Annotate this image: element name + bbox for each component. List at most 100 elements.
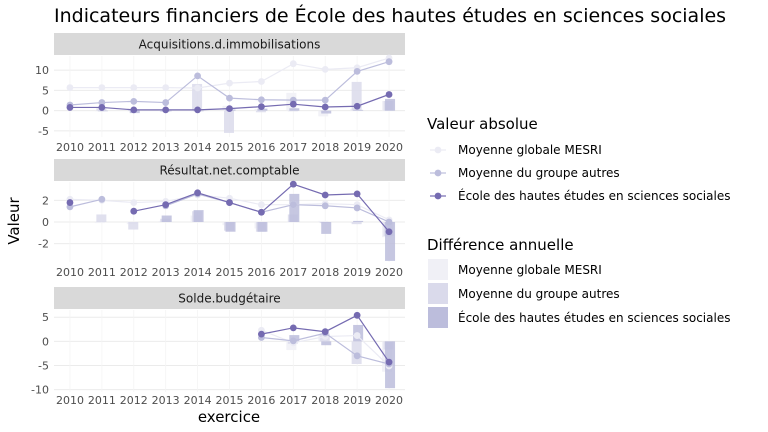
bar <box>192 83 203 111</box>
bar <box>286 341 297 351</box>
data-point <box>130 207 138 215</box>
y-tick-label: 5 <box>42 84 49 97</box>
legend-line-item: Moyenne du groupe autres <box>430 166 620 180</box>
legend-bar-item: École des hautes études en sciences soci… <box>428 307 730 328</box>
x-tick-label: 2013 <box>152 266 180 279</box>
x-tick-label: 2014 <box>184 394 212 407</box>
bar <box>128 222 139 230</box>
data-point <box>130 84 138 91</box>
legend-bar-item: Moyenne du groupe autres <box>428 283 620 304</box>
data-point <box>194 72 201 80</box>
legend-label: Moyenne du groupe autres <box>458 287 620 301</box>
y-tick-label: -10 <box>31 384 49 397</box>
data-point <box>353 67 361 75</box>
data-point <box>130 199 138 206</box>
y-tick-label: 5 <box>42 311 49 324</box>
data-point <box>162 99 170 106</box>
facet-strip-label: Solde.budgétaire <box>178 292 280 306</box>
y-tick-label: -2 <box>38 238 49 251</box>
legend-bar-swatch <box>428 307 448 328</box>
legend-label: Moyenne globale MESRI <box>458 143 602 157</box>
bar <box>255 110 266 113</box>
bar <box>289 108 300 111</box>
legend: Valeur absolue Différence annuelle Moyen… <box>427 115 730 328</box>
x-tick-label: 2010 <box>56 266 84 279</box>
bar <box>353 109 364 111</box>
x-tick-label: 2017 <box>279 394 307 407</box>
data-point <box>194 106 201 114</box>
legend-label: Moyenne du groupe autres <box>458 166 620 180</box>
data-point <box>353 332 361 339</box>
x-tick-label: 2019 <box>343 141 371 154</box>
x-tick-label: 2011 <box>88 141 116 154</box>
x-tick-label: 2010 <box>56 394 84 407</box>
data-point <box>385 218 393 226</box>
x-tick-label: 2017 <box>279 266 307 279</box>
y-tick-label: -5 <box>38 125 49 138</box>
data-point <box>130 106 138 114</box>
data-point <box>321 328 329 336</box>
facet-strip <box>54 287 405 309</box>
x-tick-label: 2012 <box>120 394 148 407</box>
bar <box>318 220 329 222</box>
bar <box>351 222 362 225</box>
data-point <box>385 58 393 66</box>
series-line <box>69 198 103 208</box>
bar <box>96 214 107 222</box>
bar <box>385 222 396 261</box>
y-axis-label: Valeur <box>5 196 23 244</box>
x-axis-label: exercice <box>198 408 260 426</box>
x-tick-label: 2011 <box>88 266 116 279</box>
data-point <box>162 106 170 114</box>
x-tick-label: 2020 <box>375 394 403 407</box>
data-point <box>162 201 170 209</box>
x-tick-label: 2017 <box>279 141 307 154</box>
legend-line-item: École des hautes études en sciences soci… <box>430 188 730 203</box>
legend-label: Moyenne globale MESRI <box>458 263 602 277</box>
x-tick-label: 2015 <box>216 141 244 154</box>
data-point <box>258 103 265 111</box>
facet-panel: Solde.budgétaire -10 -5 0 5 2010 2011 2012 2013 2… <box>31 287 405 407</box>
y-tick-label: 2 <box>42 194 49 207</box>
data-point <box>258 201 265 209</box>
x-tick-label: 2016 <box>247 266 275 279</box>
data-point <box>353 204 361 212</box>
data-point <box>194 189 201 197</box>
x-tick-label: 2013 <box>152 394 180 407</box>
data-point <box>226 79 233 87</box>
data-point <box>385 358 393 366</box>
data-point <box>289 201 297 209</box>
bar <box>351 81 362 111</box>
legend-point-swatch <box>434 192 442 200</box>
legend-line-entries: Moyenne globale MESRI Moyenne du groupe a… <box>430 143 730 203</box>
chart-title: Indicateurs financiers de École des haut… <box>54 4 726 27</box>
x-tick-label: 2013 <box>152 141 180 154</box>
legend-label: École des hautes études en sciences soci… <box>458 188 730 203</box>
data-point <box>194 84 201 92</box>
x-tick-label: 2018 <box>311 394 339 407</box>
series-line <box>165 193 390 223</box>
facet-strip-label: Acquisitions.d.immobilisations <box>139 38 321 52</box>
y-tick-label: 0 <box>42 216 49 229</box>
data-point <box>321 103 329 111</box>
legend-bar-swatch <box>428 259 448 280</box>
x-tick-label: 2016 <box>247 141 275 154</box>
data-point <box>98 104 106 111</box>
data-point <box>226 94 233 102</box>
x-tick-label: 2020 <box>375 266 403 279</box>
x-tick-label: 2018 <box>311 141 339 154</box>
data-point <box>66 84 74 91</box>
legend-bar-item: Moyenne globale MESRI <box>428 259 602 280</box>
data-point <box>162 84 170 91</box>
bar <box>321 341 332 346</box>
data-point <box>98 84 106 91</box>
data-point <box>385 228 393 236</box>
facet-strip <box>54 33 405 55</box>
legend-title-lines: Valeur absolue <box>427 115 538 133</box>
bar <box>224 110 234 133</box>
data-point <box>98 195 106 203</box>
data-point <box>289 180 297 188</box>
y-tick-label: -5 <box>38 359 49 372</box>
legend-bar-swatch <box>428 283 448 304</box>
